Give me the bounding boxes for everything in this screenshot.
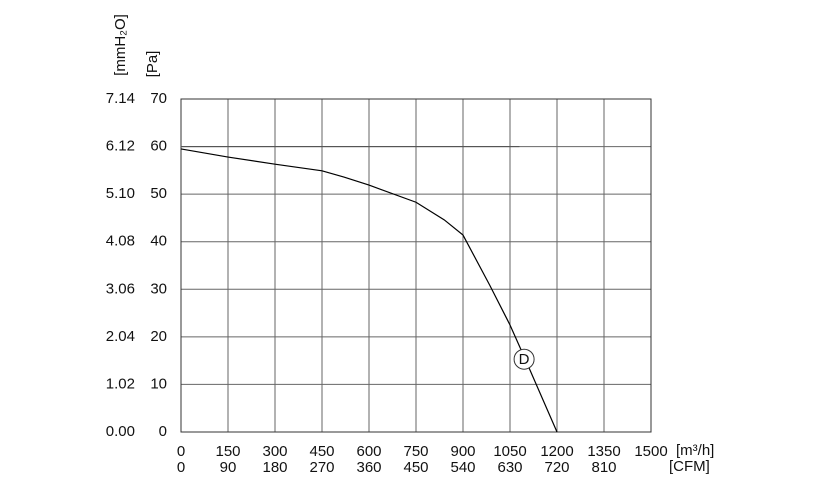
curve (180, 148, 558, 433)
x2-tick-label: 450 (403, 459, 428, 476)
x2-tick-label: 0 (177, 459, 185, 476)
y2-tick-label: 3.06 (106, 280, 135, 297)
x-tick-label: 150 (215, 443, 240, 460)
y2-tick-label: 0.00 (106, 423, 135, 440)
plot-frame (180, 98, 652, 433)
x-tick-label: 600 (356, 443, 381, 460)
x-tick-label: 1200 (540, 443, 573, 460)
y2-tick-label: 1.02 (106, 375, 135, 392)
y2-tick-label: 4.08 (106, 233, 135, 250)
annotation-label: D (519, 351, 530, 368)
x-tick-label: 450 (309, 443, 334, 460)
y-tick-label: 10 (150, 375, 167, 392)
x-tick-label: 300 (262, 443, 287, 460)
x2-axis-label: [CFM] (669, 458, 710, 475)
y2-tick-label: 7.14 (106, 90, 135, 107)
x2-tick-label: 90 (220, 459, 237, 476)
y-tick-label: 0 (159, 423, 167, 440)
x-tick-label: 1500 (634, 443, 667, 460)
x2-tick-label: 540 (450, 459, 475, 476)
x-axis-label: [m³/h] (676, 442, 714, 459)
annotation-marker (513, 348, 535, 370)
x2-tick-label: 180 (262, 459, 287, 476)
y-tick-label: 50 (150, 185, 167, 202)
x2-tick-label: 810 (591, 459, 616, 476)
x-tick-label: 1350 (587, 443, 620, 460)
y-axis-label: [Pa] (144, 51, 161, 78)
y2-tick-label: 6.12 (106, 138, 135, 155)
y-tick-label: 60 (150, 138, 167, 155)
y-tick-label: 40 (150, 233, 167, 250)
x-tick-label: 750 (403, 443, 428, 460)
x2-tick-label: 360 (356, 459, 381, 476)
x-tick-label: 900 (450, 443, 475, 460)
x-tick-label: 0 (177, 443, 185, 460)
y-tick-label: 30 (150, 280, 167, 297)
y2-axis-label: [mmH₂O] (112, 14, 129, 76)
x2-tick-label: 720 (544, 459, 569, 476)
y2-tick-label: 2.04 (106, 328, 135, 345)
y2-tick-label: 5.10 (106, 185, 135, 202)
x-tick-label: 1050 (493, 443, 526, 460)
x2-tick-label: 270 (309, 459, 334, 476)
y-tick-label: 70 (150, 90, 167, 107)
y-tick-label: 20 (150, 328, 167, 345)
x2-tick-label: 630 (497, 459, 522, 476)
